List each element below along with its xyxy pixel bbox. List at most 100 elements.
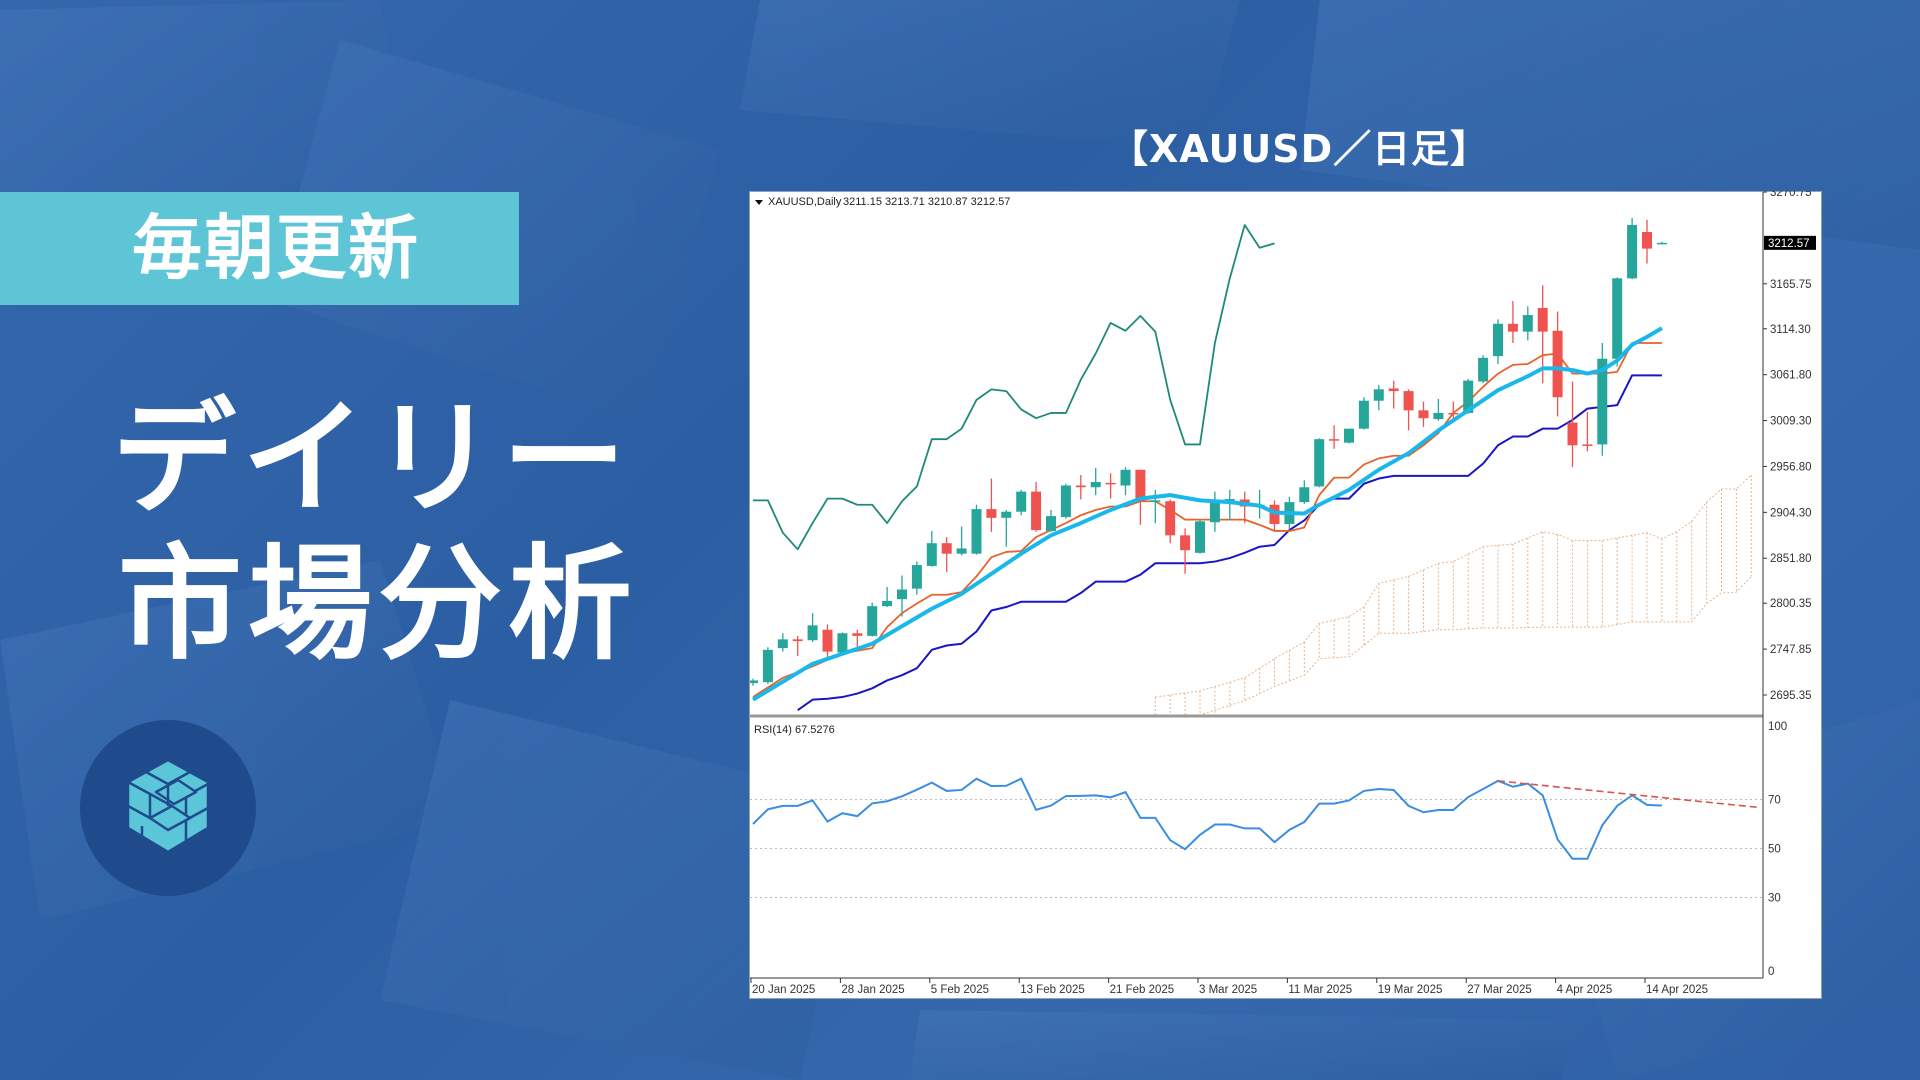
candle-body <box>1209 500 1220 523</box>
candle-body <box>1493 323 1503 357</box>
candle-body <box>1329 439 1340 441</box>
candle-body <box>1075 485 1086 488</box>
candle <box>1195 519 1205 554</box>
rsi-tick-label: 70 <box>1768 795 1781 807</box>
price-tick-label: 2904.30 <box>1770 507 1812 519</box>
candle-body <box>897 589 907 600</box>
collapse-triangle-icon[interactable] <box>755 200 763 205</box>
candle <box>1001 509 1012 547</box>
rsi-line <box>752 777 1662 860</box>
candle-body <box>1135 469 1146 502</box>
candle <box>1612 277 1623 367</box>
ohlc-readout: 3211.15 3213.71 3210.87 3212.57 <box>843 196 1010 208</box>
brand-logo <box>80 720 256 896</box>
candle-body <box>1195 521 1205 553</box>
candle <box>1656 241 1667 245</box>
price-tick-label: 3061.80 <box>1770 370 1812 382</box>
candle-body <box>852 633 863 636</box>
chart-heading: 【XAUUSD／日足】 <box>1110 127 1490 171</box>
candle-body <box>1105 482 1116 485</box>
candle-body <box>941 543 952 554</box>
ma-line <box>751 326 1663 702</box>
price-tick-label: 2851.80 <box>1770 553 1812 565</box>
candle <box>792 635 803 656</box>
time-axis: 20 Jan 2025 28 Jan 2025 5 Feb 2025 13 Feb 2… <box>750 978 1708 996</box>
candle-body <box>1537 308 1548 332</box>
candle-body <box>1344 428 1354 443</box>
candle <box>1180 528 1191 574</box>
rsi-tick-label: 50 <box>1768 844 1781 856</box>
candle-body <box>807 625 818 641</box>
candle <box>941 537 952 573</box>
candle <box>926 530 937 567</box>
candle <box>986 478 997 532</box>
candle <box>1403 389 1414 431</box>
time-tick-label: 27 Mar 2025 <box>1467 984 1532 996</box>
candle-body <box>1552 330 1563 398</box>
candle <box>971 504 982 555</box>
candle-body <box>1478 357 1489 382</box>
candle-body <box>1224 499 1235 501</box>
candle <box>762 647 773 684</box>
candle-body <box>1567 422 1578 446</box>
price-tick-label: 2747.85 <box>1770 644 1812 656</box>
candle-body <box>1150 500 1161 502</box>
isometric-cube-logo-icon <box>126 758 210 854</box>
candle-body <box>1463 380 1474 413</box>
time-tick-label: 20 Jan 2025 <box>752 984 815 996</box>
candle-body <box>1507 323 1518 332</box>
candle-body <box>1627 225 1638 279</box>
candle-body <box>1016 491 1027 512</box>
candle-body <box>1314 439 1325 487</box>
candle <box>1105 473 1116 499</box>
candle-body <box>1165 501 1176 536</box>
candle <box>1552 311 1563 417</box>
candle-body <box>1597 358 1608 445</box>
candle-body <box>1403 391 1414 411</box>
candle-body <box>882 600 893 607</box>
candle <box>1627 218 1638 280</box>
candle <box>882 586 893 608</box>
candle <box>750 678 758 686</box>
candle-body <box>1582 444 1593 446</box>
candle <box>867 602 878 637</box>
candle-body <box>1358 400 1369 429</box>
candle <box>1418 401 1429 427</box>
current-price-label: 3212.57 <box>1768 238 1810 250</box>
rsi-trendline[interactable] <box>1497 780 1761 809</box>
candlesticks <box>750 218 1667 686</box>
candle <box>1507 301 1518 344</box>
candle-body <box>911 565 922 589</box>
rsi-tick-label: 100 <box>1768 721 1787 733</box>
time-tick-label: 21 Feb 2025 <box>1110 984 1175 996</box>
cloud-span-a <box>1155 474 1752 698</box>
candle <box>1060 483 1071 519</box>
candle <box>1567 381 1578 468</box>
trading-chart-panel: 3270.75 3165.75 3114.30 3061.80 3009.30 2956.… <box>749 191 1822 999</box>
price-tick-label: 3114.30 <box>1770 324 1811 336</box>
candle-body <box>867 606 878 636</box>
candle-body <box>822 629 833 652</box>
title-daily: デイリー <box>112 387 633 531</box>
candle-body <box>1448 412 1459 415</box>
candle <box>852 629 863 650</box>
price-axis: 3270.75 3165.75 3114.30 3061.80 3009.30 2956.… <box>1763 191 1816 702</box>
candle <box>822 624 833 661</box>
candle-body <box>1433 412 1444 420</box>
candle <box>1642 219 1652 264</box>
candle-body <box>1180 535 1191 551</box>
candle <box>1522 306 1533 341</box>
time-tick-label: 11 Mar 2025 <box>1288 984 1352 996</box>
candle <box>1388 380 1399 409</box>
candle <box>956 526 967 556</box>
candle <box>1358 397 1369 430</box>
rsi-tick-label: 30 <box>1768 893 1781 905</box>
candle <box>1269 500 1280 531</box>
badge-text: 毎朝更新 <box>132 207 420 289</box>
candle-body <box>1001 511 1012 518</box>
candle <box>1314 438 1325 488</box>
candle <box>1090 468 1101 496</box>
rsi-axis: 100 70 50 30 0 <box>1768 721 1787 978</box>
time-tick-label: 4 Apr 2025 <box>1557 984 1613 996</box>
time-tick-label: 3 Mar 2025 <box>1199 984 1257 996</box>
